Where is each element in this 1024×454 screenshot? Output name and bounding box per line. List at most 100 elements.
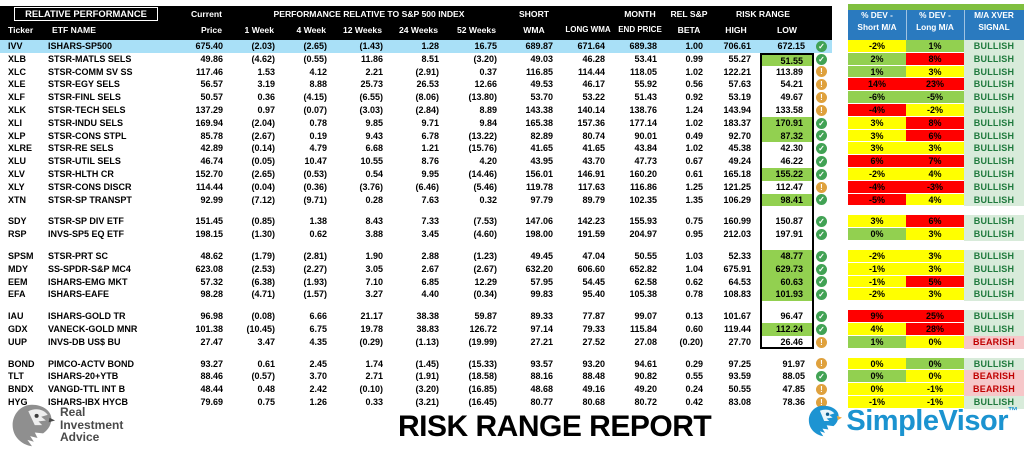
cell-month-end-price: 43.84 xyxy=(634,143,657,154)
cell-risk-high: 121.25 xyxy=(723,181,751,192)
cell-24-weeks: 7.63 xyxy=(421,194,439,205)
cell-ticker xyxy=(0,301,44,310)
cell-dev-short: -4% xyxy=(848,103,906,117)
cell-long-wma: 79.33 xyxy=(582,323,605,334)
cell-month-end-price: 99.07 xyxy=(634,311,657,322)
column-gap xyxy=(832,117,848,130)
cell-4-week: 2.45 xyxy=(309,358,327,369)
row-BOND: BOND PIMCO-ACTV BOND 93.27 0.61 2.45 1.74 (1.4… xyxy=(0,357,1024,371)
cell-signal: BULLISH xyxy=(964,103,1024,117)
cell-risk-low: 155.22 xyxy=(760,167,814,181)
cell-ticker: UUP xyxy=(8,336,28,347)
cell-signal: BULLISH xyxy=(964,262,1024,276)
cell-month-end-price: 50.55 xyxy=(634,250,657,261)
cell-short-wma: 156.01 xyxy=(525,168,553,179)
cell-ticker: BNDX xyxy=(8,384,34,395)
cell-month-end-price: 177.14 xyxy=(629,117,657,128)
cell-price: 114.44 xyxy=(195,181,223,192)
cell-12-weeks: (1.43) xyxy=(336,40,392,53)
cell-long-wma: 606.60 xyxy=(577,263,605,274)
cell-12-weeks xyxy=(336,241,392,250)
cell-24-weeks: 6.85 xyxy=(421,276,439,287)
cell-ticker: SPSM xyxy=(8,250,34,261)
cell-signal: BULLISH xyxy=(964,288,1024,302)
cell-month-end-price: 138.76 xyxy=(629,104,657,115)
check-icon: ✓ xyxy=(816,289,827,301)
cell-rel-sp-beta: 0.55 xyxy=(685,371,703,382)
cell-dev-long: 6% xyxy=(906,215,964,229)
header-performance-relative: PERFORMANCE RELATIVE TO S&P 500 INDEX xyxy=(273,8,465,19)
risk-flag-cell: ! xyxy=(814,383,832,396)
cell-24-weeks: 9.95 xyxy=(421,168,439,179)
cell-signal: BULLISH xyxy=(964,275,1024,289)
cell-52-weeks: (13.22) xyxy=(468,130,497,141)
cell-ticker: SDY xyxy=(8,216,27,227)
cell-52-weeks: (18.58) xyxy=(468,371,497,382)
simplevisor-brand: SimpleVisor ™ xyxy=(806,404,1018,438)
cell-signal: BULLISH xyxy=(964,167,1024,181)
cell-risk-low xyxy=(760,206,814,216)
cell-signal: BEARISH xyxy=(964,335,1024,349)
cell-month-end-price: 160.20 xyxy=(629,168,657,179)
cell-4-week: 0.19 xyxy=(309,130,327,141)
check-icon: ✓ xyxy=(816,117,827,129)
cell-dev-short: -6% xyxy=(848,91,906,104)
header-short-wma-top: SHORT xyxy=(518,8,550,19)
cell-short-wma xyxy=(506,349,562,358)
cell-1-week: (0.57) xyxy=(251,371,275,382)
check-icon: ✓ xyxy=(816,130,827,142)
cell-dev-long xyxy=(906,206,964,216)
cell-1-week: (7.12) xyxy=(251,194,275,205)
cell-risk-low: 91.97 xyxy=(782,358,805,369)
risk-flag-cell: ✓ xyxy=(814,228,832,241)
header-12-weeks: 12 Weeks xyxy=(342,24,382,35)
cell-52-weeks: (0.34) xyxy=(473,289,497,300)
cell-dev-short: -4% xyxy=(848,180,906,194)
header-short-wma-bottom: WMA xyxy=(523,24,545,35)
row-XLB: XLB STSR-MATLS SELS 49.86 (4.62) (0.55) 11.86… xyxy=(0,52,1024,66)
cell-rel-sp-beta: 0.92 xyxy=(685,92,703,103)
header-current: Current xyxy=(190,8,222,19)
cell-short-wma: 43.95 xyxy=(530,156,553,167)
cell-1-week: 0.48 xyxy=(257,384,275,395)
cell-price: 48.44 xyxy=(200,384,223,395)
cell-1-week: 0.61 xyxy=(257,358,275,369)
cell-rel-sp-beta: 0.67 xyxy=(685,156,703,167)
cell-month-end-price xyxy=(614,301,666,310)
cell-4-week: (0.53) xyxy=(303,168,327,179)
cell-month-end-price: 102.35 xyxy=(629,194,657,205)
check-icon: ✓ xyxy=(816,168,827,180)
row-XLP: XLP STSR-CONS STPL 85.78 (2.67) 0.19 9.43 6.78… xyxy=(0,129,1024,143)
cell-signal: BEARISH xyxy=(964,383,1024,396)
cell-52-weeks: (19.99) xyxy=(468,336,497,347)
cell-risk-high: 92.70 xyxy=(728,130,751,141)
cell-12-weeks: 1.90 xyxy=(365,250,383,261)
cell-month-end-price: 47.73 xyxy=(634,156,657,167)
cell-etf-name: INVS-DB US$ BU xyxy=(48,336,121,347)
row-EEM: EEM ISHARS-EMG MKT 57.32 (6.38) (1.93) 7.10 6.… xyxy=(0,275,1024,289)
column-gap xyxy=(832,370,848,383)
cell-risk-low: 96.47 xyxy=(760,310,814,323)
cell-rel-sp-beta: 1.04 xyxy=(685,263,703,274)
cell-long-wma xyxy=(562,241,614,250)
cell-12-weeks: 9.85 xyxy=(365,117,383,128)
cell-4-week xyxy=(284,349,336,358)
cell-short-wma: 89.33 xyxy=(530,311,553,322)
cell-signal: BULLISH xyxy=(964,65,1024,79)
cell-24-weeks: (8.06) xyxy=(415,92,439,103)
cell-signal xyxy=(964,241,1024,250)
footer: Real Investment Advice RISK RANGE REPORT… xyxy=(0,398,1024,454)
cell-rel-sp-beta: 1.02 xyxy=(685,117,703,128)
cell-ticker: IAU xyxy=(8,311,24,322)
cell-rel-sp-beta: (0.20) xyxy=(679,336,703,347)
cell-dev-long: 3% xyxy=(906,288,964,302)
cell-52-weeks: (7.53) xyxy=(473,216,497,227)
cell-rel-sp-beta: 0.61 xyxy=(685,168,703,179)
table-header: RELATIVE PERFORMANCE Current PERFORMANCE… xyxy=(0,4,1024,40)
cell-12-weeks: 0.33 xyxy=(365,396,383,407)
cell-52-weeks: (15.33) xyxy=(468,358,497,369)
cell-52-weeks: 12.29 xyxy=(474,276,497,287)
cell-etf-name: STSR-UTIL SELS xyxy=(48,156,121,167)
cell-12-weeks: (3.03) xyxy=(359,104,383,115)
cell-signal: BULLISH xyxy=(964,116,1024,130)
